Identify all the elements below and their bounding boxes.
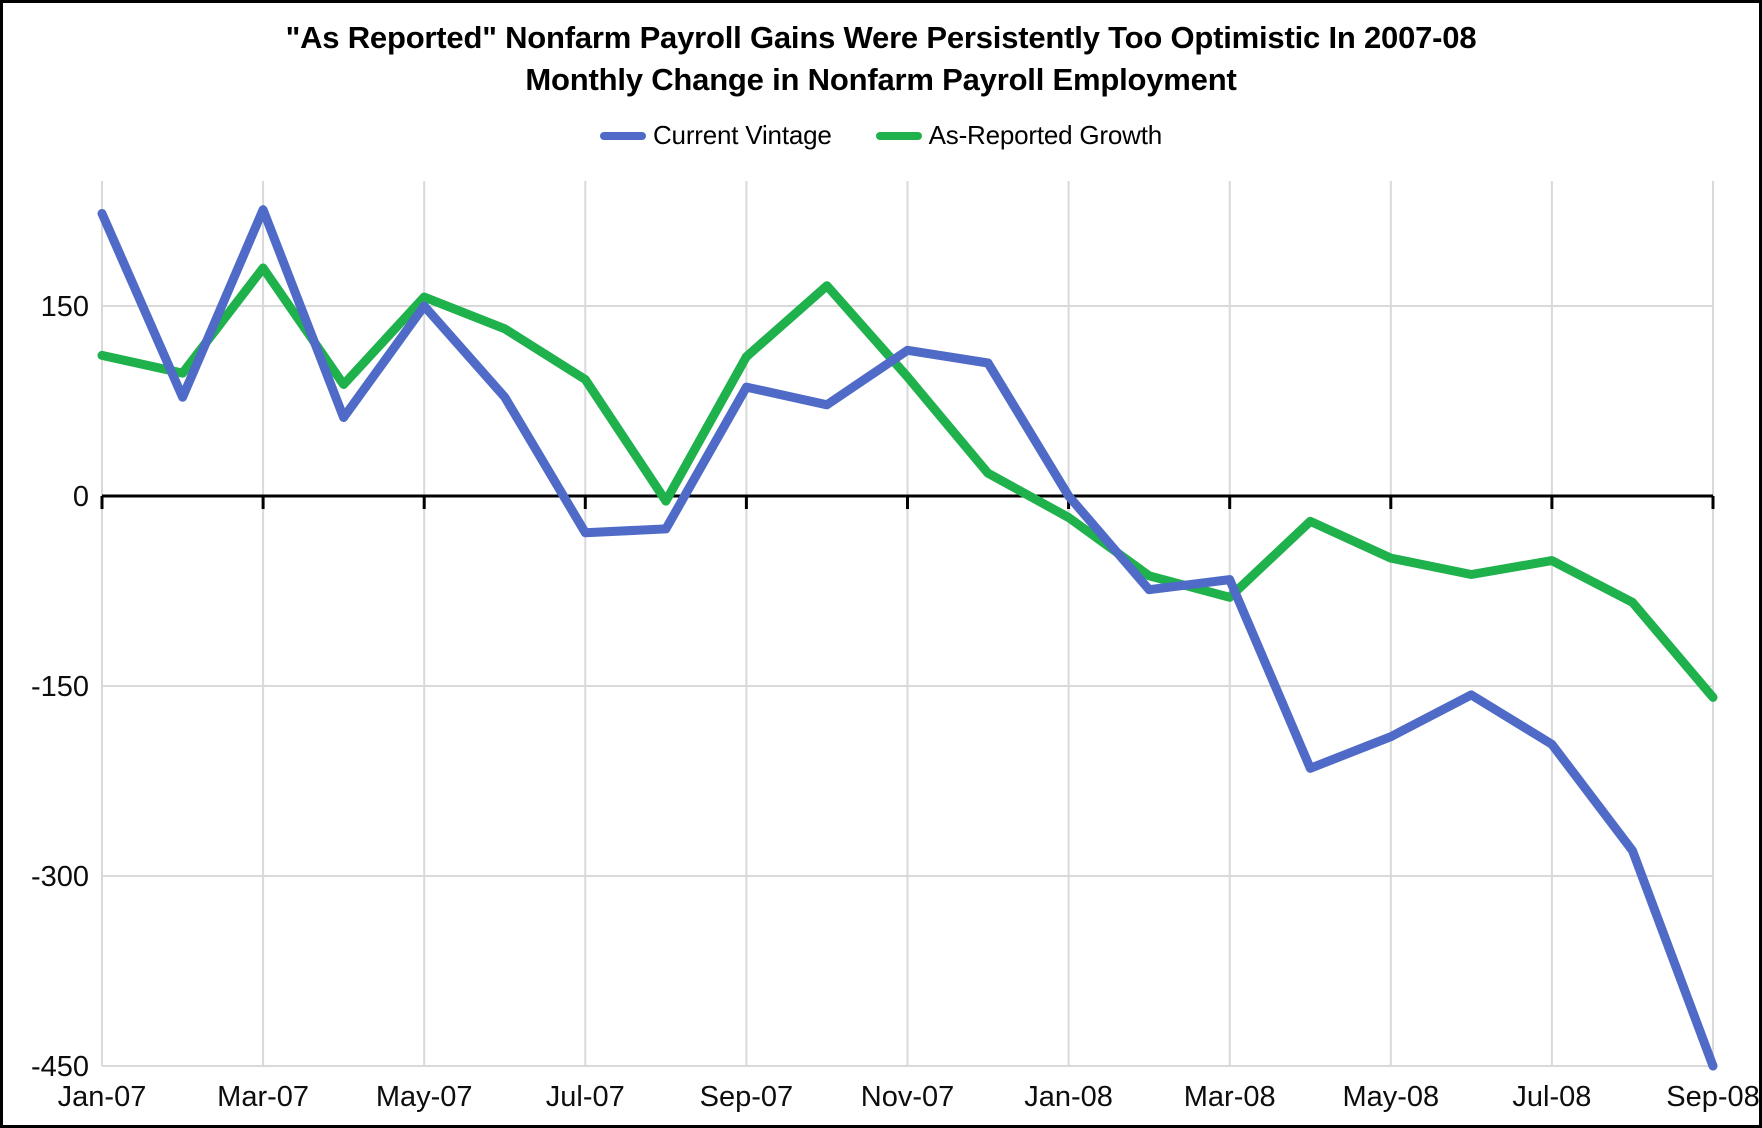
y-tick-label: 0 <box>73 481 89 513</box>
x-tick-label: Mar-07 <box>217 1081 309 1113</box>
legend-label-current-vintage: Current Vintage <box>652 120 832 150</box>
legend-label-as-reported-growth: As-Reported Growth <box>928 120 1163 150</box>
x-tick-label: Jul-08 <box>1512 1081 1591 1113</box>
legend-item-as-reported-growth: As-Reported Growth <box>875 120 1163 151</box>
x-tick-label: Sep-07 <box>700 1081 794 1113</box>
chart-title-block: "As Reported" Nonfarm Payroll Gains Were… <box>3 17 1759 101</box>
legend-swatch-as-reported-growth-icon <box>875 131 922 140</box>
legend-swatch-current-vintage-icon <box>599 131 646 140</box>
x-tick-label: Jul-07 <box>546 1081 625 1113</box>
chart-title: "As Reported" Nonfarm Payroll Gains Were… <box>285 20 1477 55</box>
y-tick-label: -300 <box>31 861 89 893</box>
y-tick-label: -450 <box>31 1051 89 1083</box>
x-tick-label: May-08 <box>1342 1081 1439 1113</box>
x-tick-label: Jan-07 <box>58 1081 147 1113</box>
x-tick-label: May-07 <box>376 1081 473 1113</box>
y-tick-label: -150 <box>31 671 89 703</box>
chart-subtitle: Monthly Change in Nonfarm Payroll Employ… <box>525 62 1237 97</box>
x-tick-label: Sep-08 <box>1666 1081 1760 1113</box>
x-tick-label: Mar-08 <box>1184 1081 1276 1113</box>
series-line-as-reported-growth <box>97 263 1718 702</box>
x-tick-label: Jan-08 <box>1024 1081 1113 1113</box>
legend: Current Vintage As-Reported Growth <box>3 120 1759 151</box>
y-tick-label: 150 <box>41 291 89 323</box>
x-tick-label: Nov-07 <box>861 1081 955 1113</box>
legend-item-current-vintage: Current Vintage <box>599 120 832 151</box>
payroll-line-chart: Jan-07 Mar-07 May-07 Jul-07 Sep-07 Nov-07 Jan-… <box>31 181 1760 1113</box>
series-line-current-vintage <box>97 205 1718 1071</box>
